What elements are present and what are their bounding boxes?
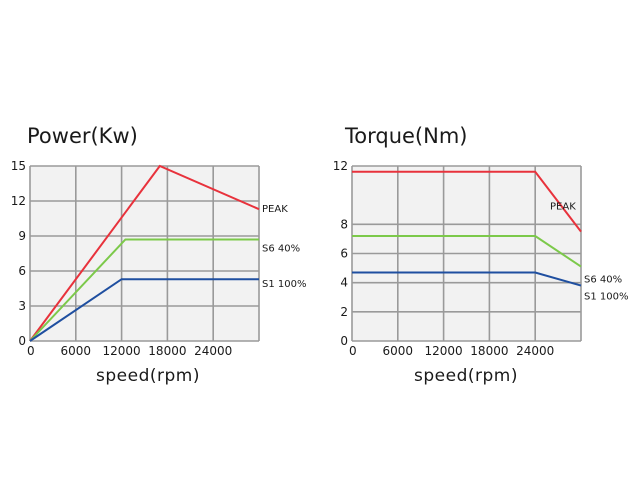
x-tick-label: 18000 xyxy=(148,344,186,358)
series-label-s6-40: S6 40% xyxy=(584,275,622,286)
series-line-s6-40 xyxy=(352,235,582,268)
x-axis-label: speed(rpm) xyxy=(96,366,200,386)
series-line-s1-100 xyxy=(29,278,259,342)
plot-area xyxy=(30,166,259,341)
y-tick-label: 8 xyxy=(340,217,348,231)
series-line-peak xyxy=(29,164,260,342)
y-tick-label: 3 xyxy=(18,299,26,313)
x-tick-label: 6000 xyxy=(61,344,92,358)
chart-title: Torque(Nm) xyxy=(344,124,467,148)
series-line-peak xyxy=(352,170,582,233)
y-tick-label: 0 xyxy=(340,334,348,348)
series-label-peak: PEAK xyxy=(550,202,576,213)
series-label-s1-100: S1 100% xyxy=(262,279,306,290)
series-label-peak: PEAK xyxy=(262,204,288,215)
x-tick-label: 12000 xyxy=(425,344,463,358)
x-axis-label: speed(rpm) xyxy=(414,366,518,386)
chart-title: Power(Kw) xyxy=(27,124,138,148)
series-line-s6-40 xyxy=(29,238,259,342)
x-tick-label: 6000 xyxy=(383,344,414,358)
y-tick-label: 15 xyxy=(11,159,26,173)
y-tick-label: 12 xyxy=(333,159,348,173)
x-tick-label: 24000 xyxy=(194,344,232,358)
y-tick-label: 12 xyxy=(11,194,26,208)
y-tick-label: 6 xyxy=(18,264,26,278)
y-tick-label: 6 xyxy=(340,247,348,261)
y-tick-label: 4 xyxy=(340,276,348,290)
series-label-s6-40: S6 40% xyxy=(262,244,300,255)
y-tick-label: 9 xyxy=(18,229,26,243)
x-tick-label: 12000 xyxy=(103,344,141,358)
x-tick-label: 18000 xyxy=(470,344,508,358)
y-tick-label: 2 xyxy=(340,305,348,319)
chart-power: Power(Kw) 0 3 6 9 12 15 0 6000 12000 18000 24000 spe… xyxy=(11,124,307,386)
y-tick-label: 0 xyxy=(18,334,26,348)
series-line-s1-100 xyxy=(352,271,582,287)
x-tick-label: 24000 xyxy=(516,344,554,358)
x-tick-label: 0 xyxy=(349,344,357,358)
series-label-s1-100: S1 100% xyxy=(584,292,628,303)
chart-torque: Torque(Nm) 0 2 4 6 8 12 0 6000 12000 18000 24000 spe… xyxy=(333,124,629,386)
x-tick-label: 0 xyxy=(27,344,35,358)
